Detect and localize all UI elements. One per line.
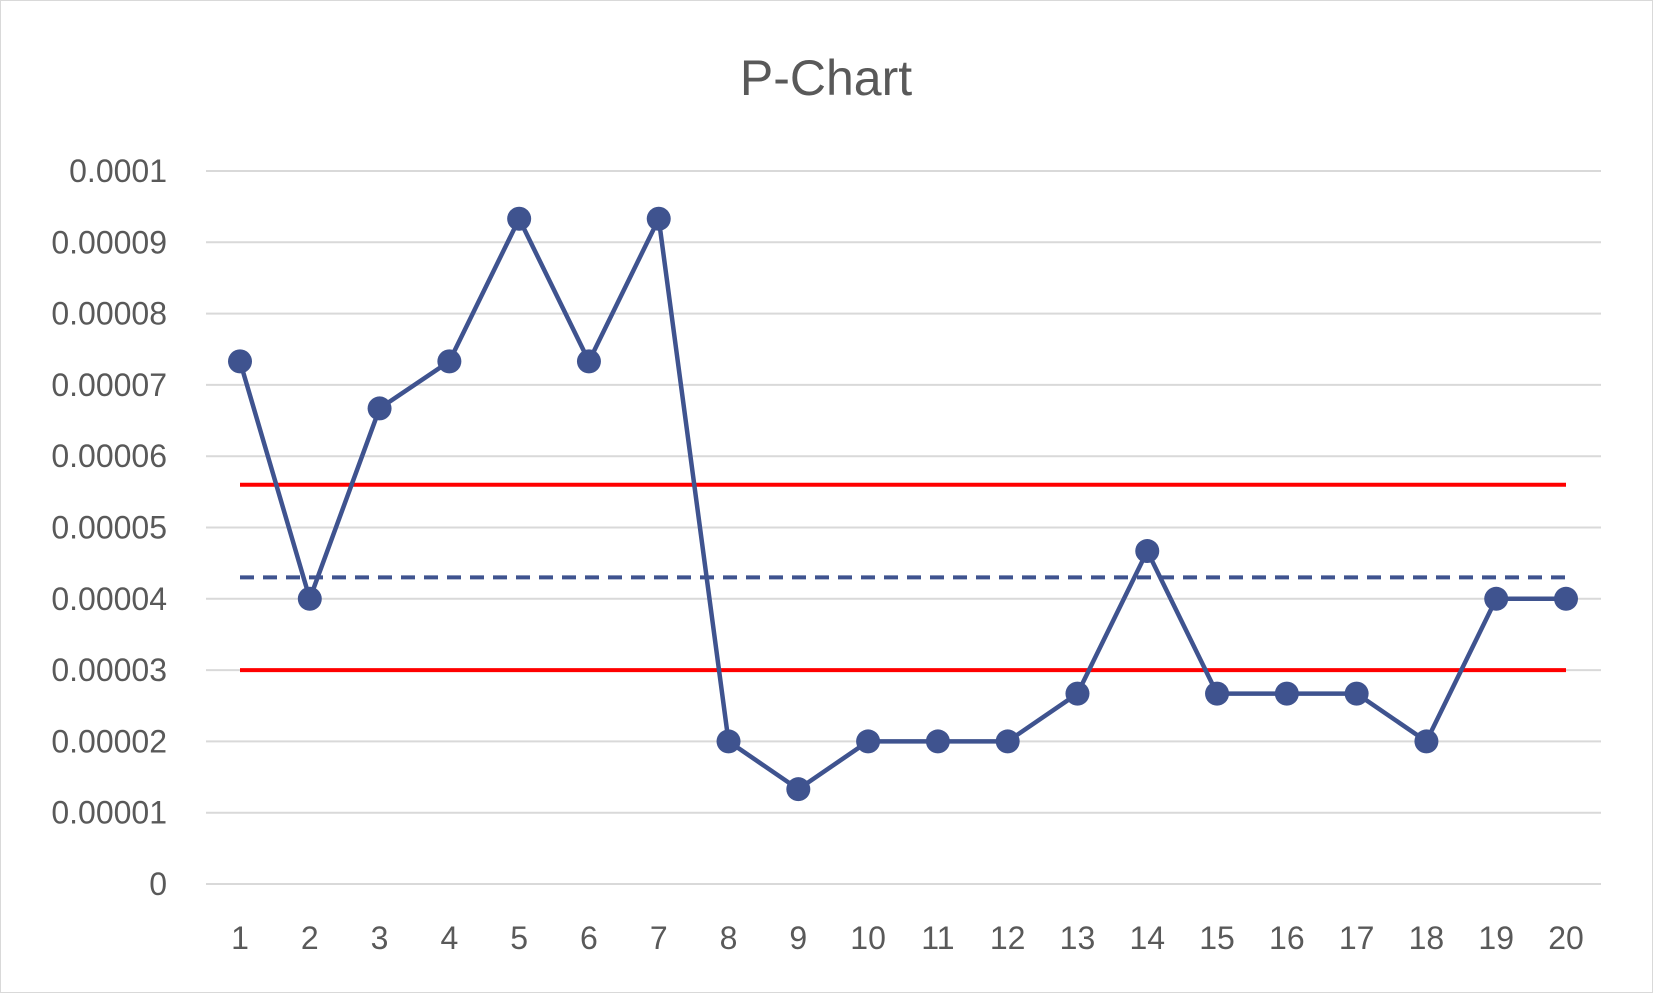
x-axis-tick-labels: 1 2 3 4 5 6 7 8 9 10 11 12 13 14 15 16 17 18 19 20 [231, 920, 1584, 956]
x-tick-label: 13 [1060, 920, 1096, 956]
x-tick-label: 3 [371, 920, 389, 956]
data-point [437, 349, 462, 374]
x-tick-label: 4 [440, 920, 458, 956]
y-tick-label: 0.00004 [51, 581, 167, 617]
data-point [1065, 681, 1090, 706]
data-point [1205, 681, 1230, 706]
data-point [646, 206, 671, 231]
data-point [856, 729, 881, 754]
x-tick-label: 8 [720, 920, 738, 956]
data-point [1274, 681, 1299, 706]
data-point [786, 777, 811, 802]
x-tick-label: 10 [850, 920, 886, 956]
data-point [1135, 539, 1160, 564]
gridlines [206, 170, 1601, 885]
x-tick-label: 17 [1339, 920, 1375, 956]
data-point [228, 349, 252, 374]
data-point [1554, 586, 1578, 611]
series-layer [228, 206, 1578, 802]
x-tick-label: 14 [1129, 920, 1165, 956]
y-tick-label: 0.00007 [51, 367, 167, 403]
y-tick-label: 0.00006 [51, 438, 167, 474]
y-tick-label: 0 [149, 866, 167, 902]
x-tick-label: 6 [580, 920, 598, 956]
y-tick-label: 0.00002 [51, 723, 167, 759]
x-tick-label: 9 [789, 920, 807, 956]
data-point [576, 349, 601, 374]
y-tick-label: 0.00001 [51, 795, 167, 831]
data-point [297, 586, 322, 611]
x-tick-label: 11 [921, 920, 954, 956]
x-tick-label: 19 [1478, 920, 1514, 956]
chart-title: P-Chart [740, 50, 912, 106]
x-tick-label: 15 [1199, 920, 1235, 956]
series-line-1 [237, 216, 1566, 792]
data-point [1344, 681, 1369, 706]
x-tick-label: 1 [231, 920, 249, 956]
x-tick-label: 2 [301, 920, 319, 956]
x-tick-label: 5 [510, 920, 528, 956]
x-tick-label: 16 [1269, 920, 1305, 956]
data-point [716, 729, 741, 754]
x-tick-label: 20 [1548, 920, 1584, 956]
data-point [1414, 729, 1439, 754]
x-tick-label: 7 [650, 920, 668, 956]
data-point [995, 729, 1020, 754]
y-tick-label: 0.00008 [51, 296, 167, 332]
y-tick-label: 0.00005 [51, 510, 167, 546]
y-tick-label: 0.0001 [69, 153, 167, 189]
data-point [925, 729, 950, 754]
data-point [367, 396, 392, 421]
x-tick-label: 12 [990, 920, 1026, 956]
data-point [1484, 586, 1509, 611]
data-point [507, 206, 532, 231]
y-axis-tick-labels: 0 0.00001 0.00002 0.00003 0.00004 0.00005 0.00… [51, 153, 167, 902]
x-tick-label: 18 [1409, 920, 1445, 956]
y-tick-label: 0.00009 [51, 224, 167, 260]
y-tick-label: 0.00003 [51, 652, 167, 688]
